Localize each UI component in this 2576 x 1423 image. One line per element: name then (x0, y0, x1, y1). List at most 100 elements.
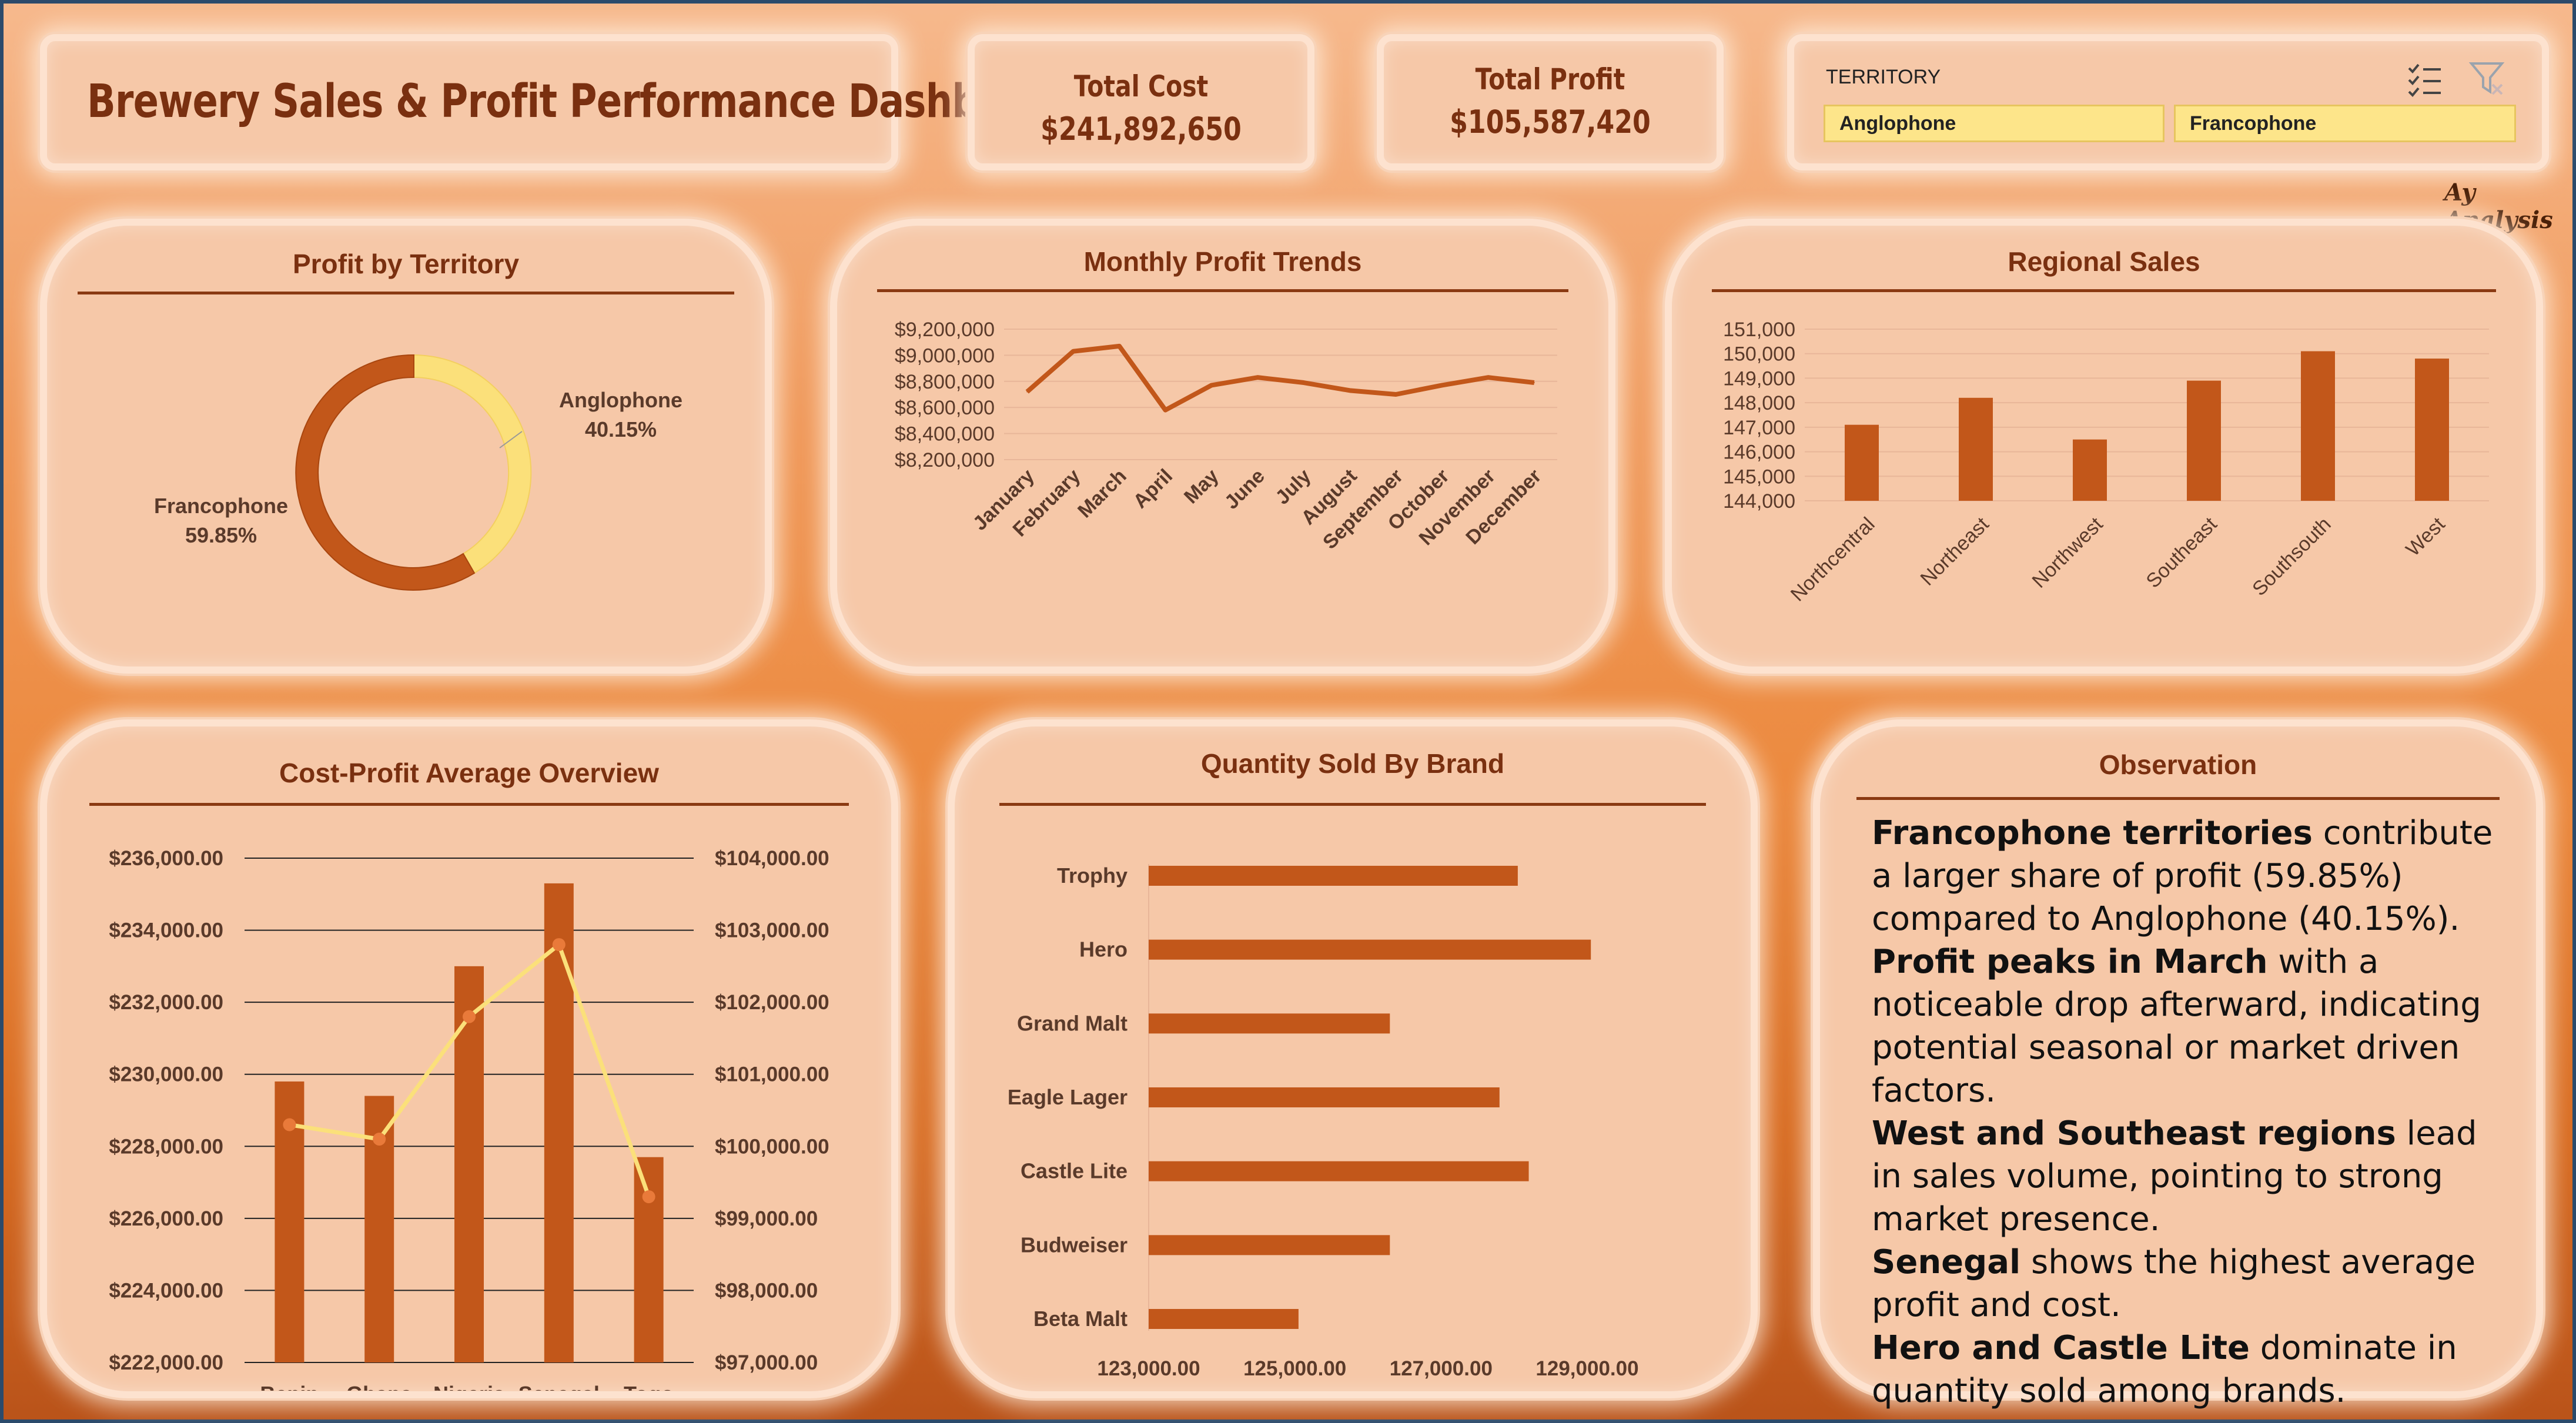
data-point (1072, 350, 1074, 352)
panel-title: Observation (2099, 749, 2257, 780)
bar-average-cost (454, 966, 484, 1362)
data-point (552, 938, 566, 952)
y-tick-label: Hero (1079, 937, 1128, 962)
panel-title: Cost-Profit Average Overview (279, 758, 659, 788)
monthly-profit-panel: Monthly Profit Trends $9,200,000 $9,000,0… (830, 219, 1615, 674)
territory-slicer[interactable]: TERRITORY Anglophone Francophone (1787, 34, 2549, 170)
obs-item-5: Hero and Castle Lite dominate in quantit… (1872, 1329, 2457, 1410)
right-tick-label: $99,000.00 (715, 1207, 818, 1230)
donut-slice-francophone (295, 354, 476, 591)
y-tick-label: Budweiser (1021, 1233, 1128, 1257)
observation-panel: Observation Francophone territories cont… (1813, 719, 2543, 1410)
x-tick-label: Northcentral (1787, 513, 1879, 606)
monthly-line-chart: $9,200,000 $9,000,000 $8,800,000 $8,600,000… (895, 319, 1557, 554)
bar (1149, 1235, 1390, 1255)
profit-line (1025, 343, 1535, 413)
y-tick-label: 148,000 (1723, 392, 1795, 414)
obs-item-1: Francophone territories contribute a lar… (1872, 814, 2493, 938)
x-tick-label: Ghana (346, 1382, 413, 1391)
data-point (463, 1010, 476, 1023)
data-point (1349, 390, 1351, 391)
left-tick-label: $230,000.00 (109, 1063, 223, 1086)
y-tick-label: Grand Malt (1017, 1011, 1128, 1035)
x-tick-label: Southsouth (2248, 513, 2336, 601)
total-cost-value: $241,892,650 (1041, 111, 1242, 148)
x-tick-label: April (1129, 465, 1177, 513)
y-tick-label: 145,000 (1723, 466, 1795, 488)
data-point (1026, 391, 1028, 393)
right-tick-label: $98,000.00 (715, 1279, 818, 1302)
bar (1149, 1309, 1299, 1329)
right-tick-label: $102,000.00 (715, 991, 829, 1014)
x-tick-label: Senegal (518, 1382, 600, 1391)
y-tick-label: $9,200,000 (895, 319, 995, 341)
slicer-option-francophone[interactable]: Francophone (2174, 105, 2516, 142)
y-tick-label: 149,000 (1723, 367, 1795, 390)
bar (1149, 939, 1591, 960)
y-tick-label: $8,200,000 (895, 449, 995, 471)
left-tick-label: $222,000.00 (109, 1351, 223, 1374)
x-tick-label: 125,000.00 (1243, 1357, 1346, 1380)
observation-text: Francophone territories contribute a lar… (1872, 812, 2507, 1412)
x-tick-label: March (1073, 465, 1131, 523)
divider (877, 289, 1568, 292)
total-cost-label: Total Cost (1073, 69, 1209, 103)
left-tick-label: $228,000.00 (109, 1135, 223, 1158)
label-anglophone: Anglophone (559, 388, 683, 412)
left-tick-label: $226,000.00 (109, 1207, 223, 1230)
slicer-option-anglophone[interactable]: Anglophone (1824, 105, 2164, 142)
profit-by-territory-panel: Profit by Territory Anglophone 40.15% Fr… (40, 219, 772, 674)
pct-anglophone: 40.15% (584, 417, 657, 441)
data-point (373, 1133, 386, 1146)
y-tick-label: $9,000,000 (895, 344, 995, 367)
x-tick-label: 129,000.00 (1535, 1357, 1638, 1380)
data-point (1165, 409, 1166, 411)
left-tick-label: $232,000.00 (109, 991, 223, 1014)
obs-item-3: West and Southeast regions lead in sales… (1872, 1114, 2477, 1238)
regional-sales-panel: Regional Sales 151,000 150,000 149,000 148,… (1665, 219, 2543, 674)
data-point (283, 1118, 296, 1131)
label-francophone: Francophone (153, 494, 288, 518)
right-tick-label: $100,000.00 (715, 1135, 829, 1158)
bar (1149, 1161, 1529, 1181)
x-tick-label: West (2401, 513, 2450, 561)
y-tick-label: Castle Lite (1021, 1159, 1128, 1183)
x-tick-label: Benin (260, 1382, 319, 1391)
bar (1149, 866, 1518, 886)
y-tick-label: 147,000 (1723, 417, 1795, 439)
bar (1149, 1087, 1500, 1107)
bar-average-cost (634, 1157, 664, 1362)
bar (1845, 424, 1879, 501)
panel-title: Quantity Sold By Brand (1200, 748, 1505, 779)
obs-item-4: Senegal shows the highest average profit… (1872, 1243, 2476, 1324)
divider (89, 803, 849, 806)
multi-select-icon[interactable] (2406, 60, 2443, 98)
right-tick-label: $103,000.00 (715, 919, 829, 942)
x-tick-label: June (1220, 465, 1269, 514)
y-tick-label: $8,800,000 (895, 371, 995, 393)
divider (78, 292, 734, 294)
divider (1712, 289, 2496, 292)
cost-profit-combo-chart: $236,000.00 $104,000.00 $234,000.00 $103,00… (109, 847, 829, 1391)
left-tick-label: $224,000.00 (109, 1279, 223, 1302)
data-point (1395, 394, 1397, 395)
x-tick-label: 127,000.00 (1390, 1357, 1493, 1380)
bar (2301, 351, 2335, 501)
y-tick-label: Eagle Lager (1008, 1085, 1128, 1109)
left-tick-label: $236,000.00 (109, 847, 223, 870)
y-tick-label: Beta Malt (1033, 1307, 1128, 1331)
clear-filter-icon[interactable] (2469, 60, 2507, 98)
bar (2073, 439, 2107, 501)
total-profit-label: Total Profit (1475, 62, 1625, 96)
divider (999, 803, 1706, 806)
y-tick-label: Trophy (1057, 863, 1128, 888)
divider (1856, 797, 2500, 800)
bar (1959, 397, 1993, 501)
data-point (1119, 345, 1120, 347)
brand-hbar-chart: Trophy Hero Grand Malt Eagle Lager Castle Li… (1008, 863, 1639, 1380)
x-tick-label: Togo (624, 1382, 674, 1391)
total-cost-card: Total Cost $241,892,650 (968, 34, 1314, 170)
left-tick-label: $234,000.00 (109, 919, 223, 942)
right-tick-label: $101,000.00 (715, 1063, 829, 1086)
